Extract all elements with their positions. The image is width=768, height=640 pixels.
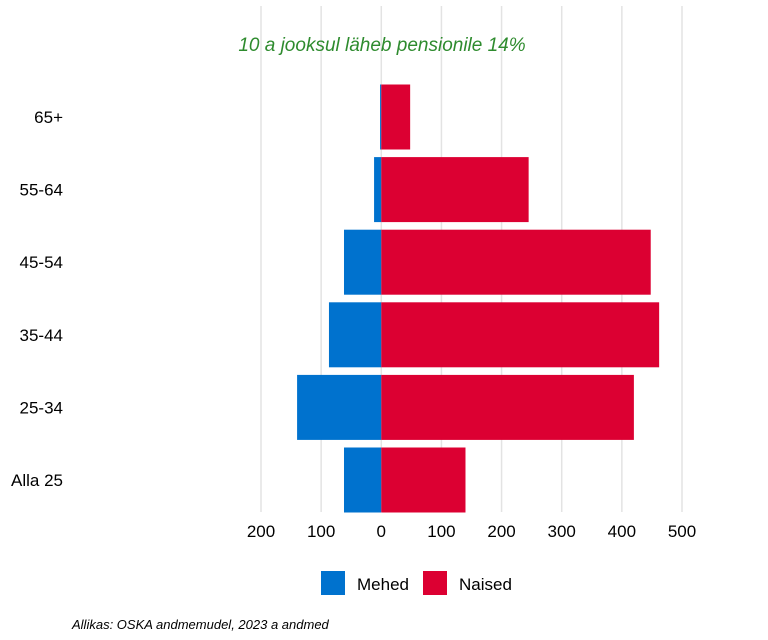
bar-naised-25-34 bbox=[381, 374, 634, 440]
bar-naised-55-64 bbox=[381, 157, 529, 223]
bar-mehed-35-44 bbox=[328, 302, 382, 368]
x-tick-label: 400 bbox=[608, 522, 636, 541]
category-labels: 65+ 55-64 45-54 35-44 25-34 Alla 25 bbox=[11, 108, 63, 490]
x-tick-label: 100 bbox=[427, 522, 455, 541]
bar-mehed-25-34 bbox=[297, 374, 382, 440]
bar-mehed-alla-25 bbox=[343, 447, 382, 513]
legend-swatch-naised bbox=[423, 571, 447, 595]
bar-naised-alla-25 bbox=[381, 447, 466, 513]
bar-naised-45-54 bbox=[381, 229, 651, 295]
legend-label-mehed: Mehed bbox=[357, 575, 409, 594]
bar-mehed-45-54 bbox=[343, 229, 382, 295]
category-label: Alla 25 bbox=[11, 471, 63, 490]
legend: Mehed Naised bbox=[321, 571, 512, 595]
bar-naised-65 bbox=[381, 84, 411, 150]
x-tick-label: 0 bbox=[377, 522, 386, 541]
category-label: 65+ bbox=[34, 108, 63, 127]
bar-naised-35-44 bbox=[381, 302, 660, 368]
category-label: 35-44 bbox=[20, 326, 63, 345]
category-label: 45-54 bbox=[20, 253, 63, 272]
bar-mehed-55-64 bbox=[374, 157, 382, 223]
x-tick-label: 500 bbox=[668, 522, 696, 541]
chart-annotation: 10 a jooksul läheb pensionile 14% bbox=[238, 35, 525, 56]
x-tick-label: 200 bbox=[247, 522, 275, 541]
bars bbox=[297, 84, 660, 513]
bar-mehed-65 bbox=[380, 84, 382, 150]
legend-label-naised: Naised bbox=[459, 575, 512, 594]
x-tick-label: 100 bbox=[307, 522, 335, 541]
category-label: 25-34 bbox=[20, 398, 63, 417]
source-note: Allikas: OSKA andmemudel, 2023 a andmed bbox=[71, 617, 330, 632]
x-tick-label: 200 bbox=[487, 522, 515, 541]
x-axis-tick-labels: 200 100 0 100 200 300 400 500 bbox=[247, 522, 696, 541]
category-label: 55-64 bbox=[20, 181, 63, 200]
legend-swatch-mehed bbox=[321, 571, 345, 595]
x-tick-label: 300 bbox=[548, 522, 576, 541]
